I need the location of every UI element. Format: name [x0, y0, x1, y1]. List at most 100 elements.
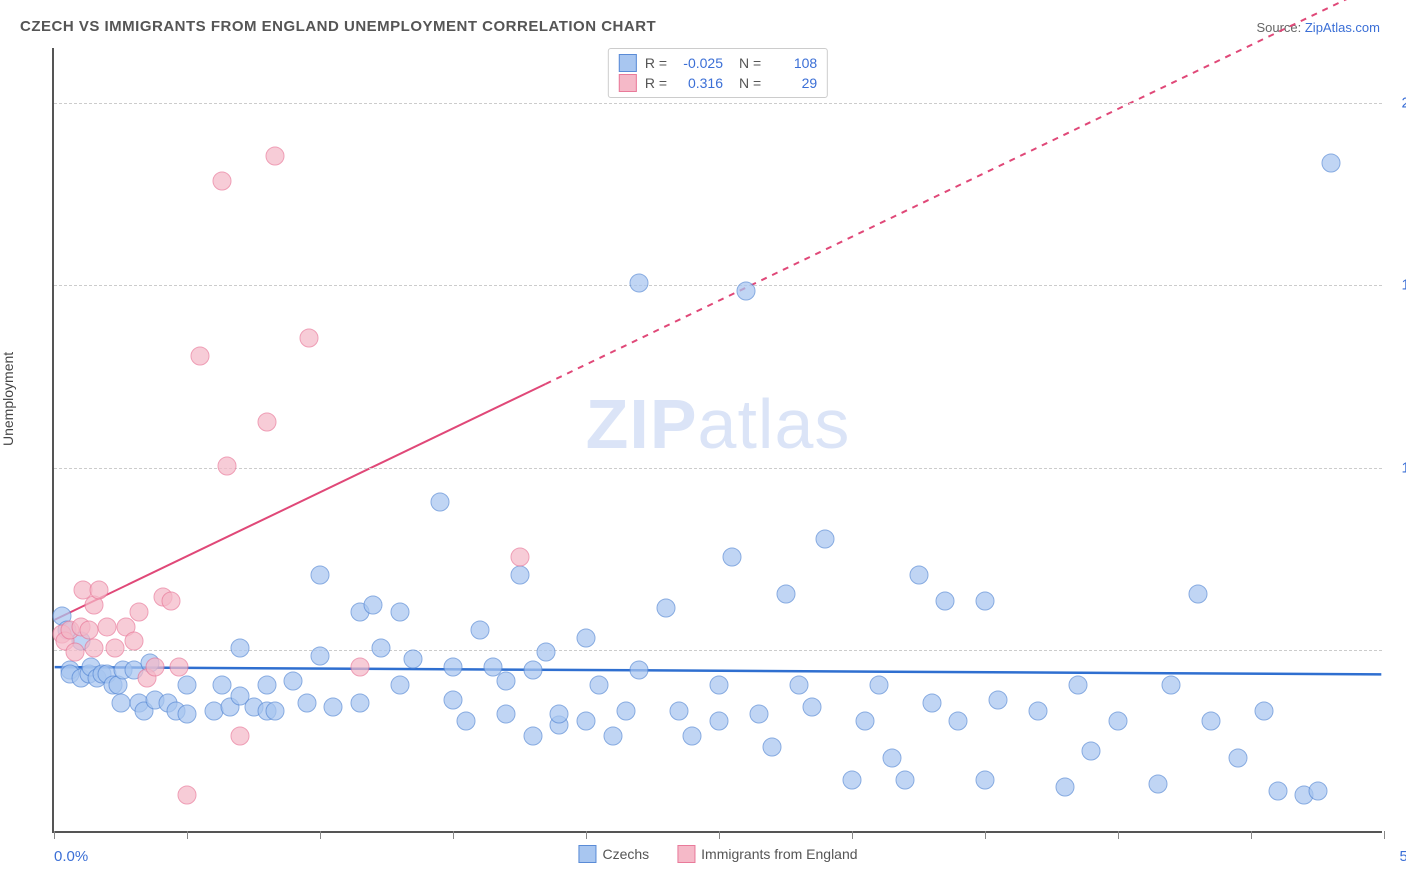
x-axis-min-label: 0.0%	[54, 848, 88, 865]
scatter-point	[300, 329, 319, 348]
scatter-point	[124, 632, 143, 651]
scatter-point	[390, 602, 409, 621]
scatter-point	[66, 643, 85, 662]
x-axis-max-label: 50.0%	[1399, 848, 1406, 865]
scatter-point	[656, 599, 675, 618]
scatter-point	[936, 591, 955, 610]
correlation-legend: R =-0.025N =108R =0.316N =29	[608, 48, 828, 98]
scatter-point	[265, 701, 284, 720]
scatter-point	[1255, 701, 1274, 720]
scatter-point	[922, 694, 941, 713]
scatter-point	[231, 727, 250, 746]
scatter-point	[350, 657, 369, 676]
scatter-point	[710, 675, 729, 694]
r-value: 0.316	[675, 75, 723, 91]
scatter-point	[130, 602, 149, 621]
scatter-point	[1308, 781, 1327, 800]
scatter-point	[497, 705, 516, 724]
scatter-point	[311, 646, 330, 665]
scatter-point	[404, 650, 423, 669]
y-axis-label: Unemployment	[0, 352, 16, 446]
scatter-point	[577, 712, 596, 731]
scatter-point	[1228, 748, 1247, 767]
scatter-point	[257, 675, 276, 694]
scatter-point	[79, 621, 98, 640]
scatter-point	[976, 770, 995, 789]
scatter-point	[896, 770, 915, 789]
x-tick	[1384, 831, 1385, 839]
x-tick	[586, 831, 587, 839]
legend-stats-row: R = 0.316 N = 29	[619, 73, 817, 93]
scatter-point	[856, 712, 875, 731]
scatter-point	[976, 591, 995, 610]
n-value: 29	[769, 75, 817, 91]
scatter-point	[98, 617, 117, 636]
scatter-point	[1321, 153, 1340, 172]
scatter-point	[146, 657, 165, 676]
chart-title: CZECH VS IMMIGRANTS FROM ENGLAND UNEMPLO…	[20, 18, 656, 35]
scatter-point	[523, 727, 542, 746]
y-tick-label: 20.0%	[1401, 94, 1406, 111]
scatter-point	[1109, 712, 1128, 731]
scatter-point	[510, 566, 529, 585]
gridline-h	[54, 468, 1382, 469]
scatter-point	[430, 493, 449, 512]
scatter-point	[510, 548, 529, 567]
x-tick	[54, 831, 55, 839]
x-tick	[1118, 831, 1119, 839]
scatter-point	[616, 701, 635, 720]
scatter-point	[178, 785, 197, 804]
scatter-point	[444, 657, 463, 676]
scatter-point	[1069, 675, 1088, 694]
n-value: 108	[769, 55, 817, 71]
scatter-point	[789, 675, 808, 694]
scatter-point	[90, 581, 109, 600]
x-tick	[985, 831, 986, 839]
scatter-point	[1188, 584, 1207, 603]
x-tick	[719, 831, 720, 839]
gridline-h	[54, 650, 1382, 651]
scatter-point	[217, 456, 236, 475]
scatter-point	[1029, 701, 1048, 720]
legend-swatch	[619, 74, 637, 92]
n-label: N =	[739, 75, 761, 91]
scatter-point	[212, 675, 231, 694]
scatter-point	[324, 697, 343, 716]
scatter-point	[106, 639, 125, 658]
x-tick	[453, 831, 454, 839]
scatter-point	[630, 661, 649, 680]
scatter-point	[577, 628, 596, 647]
legend-swatch	[619, 54, 637, 72]
legend-stats-row: R =-0.025N =108	[619, 53, 817, 73]
series-legend-label: Czechs	[602, 846, 649, 862]
gridline-h	[54, 285, 1382, 286]
scatter-point	[84, 639, 103, 658]
scatter-point	[630, 274, 649, 293]
scatter-point	[111, 694, 130, 713]
scatter-point	[723, 548, 742, 567]
scatter-point	[311, 566, 330, 585]
scatter-point	[909, 566, 928, 585]
scatter-point	[736, 281, 755, 300]
scatter-point	[869, 675, 888, 694]
source-link[interactable]: ZipAtlas.com	[1305, 20, 1380, 35]
x-tick	[320, 831, 321, 839]
scatter-point	[1055, 778, 1074, 797]
scatter-point	[1268, 781, 1287, 800]
scatter-point	[231, 639, 250, 658]
scatter-point	[284, 672, 303, 691]
y-tick-label: 10.0%	[1401, 459, 1406, 476]
series-legend-label: Immigrants from England	[701, 846, 857, 862]
scatter-point	[882, 748, 901, 767]
scatter-point	[364, 595, 383, 614]
scatter-point	[457, 712, 476, 731]
scatter-point	[265, 146, 284, 165]
scatter-point	[816, 529, 835, 548]
r-label: R =	[645, 75, 667, 91]
trend-line	[55, 667, 1382, 674]
r-label: R =	[645, 55, 667, 71]
scatter-point	[1148, 774, 1167, 793]
scatter-point	[372, 639, 391, 658]
trend-line-solid	[55, 384, 546, 620]
gridline-h	[54, 103, 1382, 104]
